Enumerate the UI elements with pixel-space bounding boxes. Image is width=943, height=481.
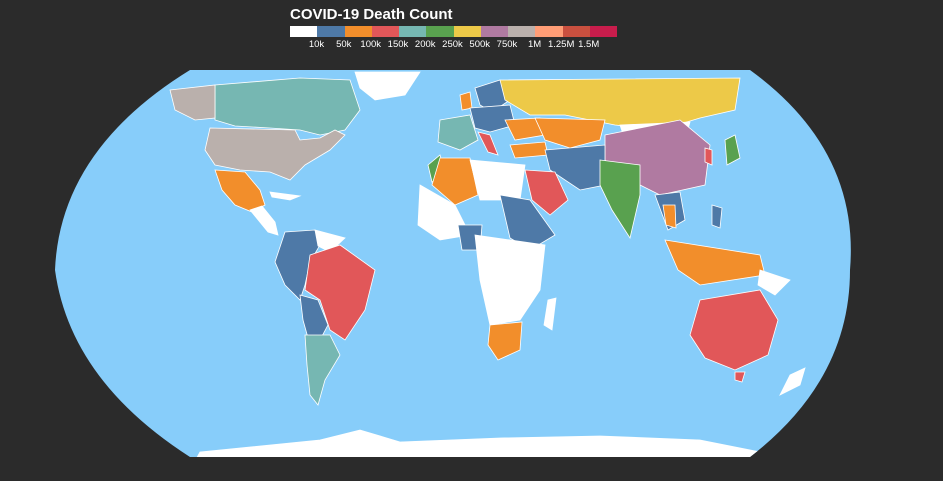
kazakhstan (534, 117, 606, 149)
brazil (304, 244, 376, 341)
legend-swatch (589, 26, 617, 37)
legend-swatch (371, 26, 399, 37)
legend-label: 1.5M (578, 39, 600, 50)
legend-swatch (562, 26, 590, 37)
legend-label: 1M (527, 39, 542, 50)
legend-label: 10k (308, 39, 325, 50)
italy (477, 131, 499, 156)
legend-label: 50k (336, 39, 352, 50)
legend-swatch (399, 26, 427, 37)
color-legend: 10k 50k 100k 150k 200k 250k 500k 750k 1M 1.25M 1.5… (290, 26, 630, 50)
legend-label: 200k (414, 39, 436, 50)
sudan-ethiopia (499, 194, 556, 251)
philippines (711, 204, 723, 229)
legend-swatch (317, 26, 345, 37)
central-africa (474, 234, 546, 326)
alaska (169, 84, 216, 121)
india (599, 159, 641, 240)
madagascar (543, 297, 557, 331)
legend-labels: 10k 50k 100k 150k 200k 250k 500k 750k 1M 1.25M 1.5… (290, 39, 630, 51)
legend-swatch (344, 26, 372, 37)
south-africa (487, 321, 523, 361)
uk (459, 91, 473, 111)
legend-label: 250k (442, 39, 463, 50)
legend-swatch (535, 26, 563, 37)
turkey (509, 141, 549, 159)
thailand (662, 204, 677, 229)
legend-label: 150k (387, 39, 409, 50)
legend-swatch (426, 26, 454, 37)
cuba (269, 191, 302, 201)
australia (689, 289, 779, 371)
legend-swatch (290, 26, 318, 37)
canada (214, 77, 361, 136)
germany-poland (469, 104, 516, 133)
north-africa-west (417, 184, 471, 241)
new-guinea (757, 269, 791, 296)
new-zealand (779, 367, 806, 396)
legend-swatch (480, 26, 508, 37)
saudi-arabia (524, 169, 569, 216)
libya-egypt (469, 159, 526, 201)
legend-label: 1.25M (547, 39, 575, 50)
greenland (354, 71, 421, 101)
tasmania (734, 371, 746, 383)
antarctica (189, 429, 761, 457)
indonesia (664, 239, 766, 286)
legend-label: 750k (496, 39, 518, 50)
legend-label: 100k (360, 39, 382, 50)
legend-swatch (453, 26, 481, 37)
legend-swatch (508, 26, 536, 37)
map-title: COVID-19 Death Count (290, 6, 453, 23)
france-spain (437, 114, 479, 151)
legend-color-bar (290, 26, 617, 37)
argentina (304, 334, 341, 406)
united-states (204, 127, 346, 181)
central-america (249, 205, 279, 236)
algeria (431, 157, 479, 206)
korea (704, 147, 713, 166)
legend-label: 500k (469, 39, 491, 50)
iran-afghanistan (544, 144, 606, 191)
japan (724, 134, 741, 166)
